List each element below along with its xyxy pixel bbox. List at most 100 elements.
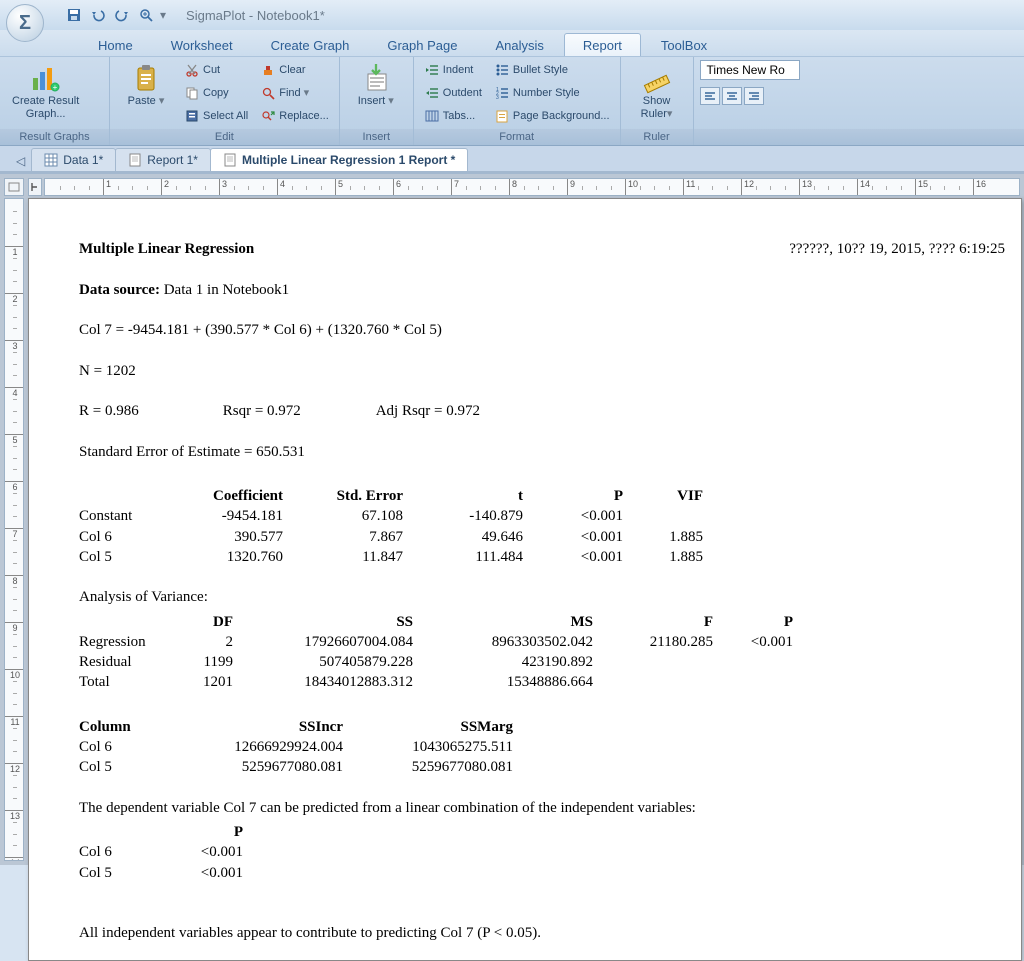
document-icon (128, 153, 142, 167)
table-header: P (529, 486, 629, 506)
table-cell: 1199 (179, 652, 239, 672)
undo-button[interactable] (88, 5, 108, 25)
tab-report[interactable]: Report (564, 33, 641, 56)
save-icon (66, 7, 82, 23)
svg-text:+: + (52, 83, 57, 92)
table-cell: -140.879 (409, 506, 529, 526)
ruler-tab-selector[interactable] (28, 178, 42, 196)
tabs-button[interactable]: Tabs... (420, 107, 486, 125)
table-cell (599, 652, 719, 672)
prediction-line: The dependent variable Col 7 can be pred… (79, 798, 1005, 818)
chevron-down-icon: ▾ (388, 95, 394, 107)
table-cell: <0.001 (529, 527, 629, 547)
tab-create-graph[interactable]: Create Graph (253, 34, 368, 56)
table-cell: 67.108 (289, 506, 409, 526)
vertical-ruler[interactable]: 1234567891011121314 (4, 198, 24, 861)
tab-toolbox[interactable]: ToolBox (643, 34, 725, 56)
outdent-label: Outdent (443, 87, 482, 99)
doctab-2[interactable]: Multiple Linear Regression 1 Report * (210, 148, 468, 171)
paste-button[interactable]: Paste ▾ (116, 60, 176, 110)
qat-divider: ▾ (160, 8, 166, 22)
bullet-icon (494, 62, 510, 78)
table-header: Column (79, 717, 179, 737)
align-right-button[interactable] (744, 87, 764, 105)
ribbon: + Create ResultGraph... Result Graphs Pa… (0, 56, 1024, 146)
find-button[interactable]: Find ▾ (256, 84, 333, 102)
table-cell: Residual (79, 652, 179, 672)
zoom-button[interactable] (136, 5, 156, 25)
table-header: t (409, 486, 529, 506)
show-ruler-button[interactable]: ShowRuler▾ (627, 60, 687, 122)
copy-button[interactable]: Copy (180, 84, 252, 102)
tab-home[interactable]: Home (80, 34, 151, 56)
horizontal-ruler[interactable]: 12345678910111213141516 (44, 178, 1020, 196)
number-button[interactable]: 123Number Style (490, 84, 614, 102)
stat-rsqr: Rsqr = 0.972 (223, 401, 373, 421)
selectall-button[interactable]: Select All (180, 107, 252, 125)
outdent-icon (424, 85, 440, 101)
insert-button[interactable]: Insert ▾ (346, 60, 406, 110)
bullet-label: Bullet Style (513, 64, 568, 76)
doctab-label: Data 1* (63, 153, 103, 167)
bullet-button[interactable]: Bullet Style (490, 61, 614, 79)
table-cell: <0.001 (719, 632, 799, 652)
app-orb-button[interactable]: Σ (6, 4, 44, 42)
tabs-scroll-left-button[interactable]: ◁ (10, 151, 31, 171)
app-title: SigmaPlot - Notebook1* (186, 8, 325, 23)
table-header (79, 486, 169, 506)
table-cell (719, 652, 799, 672)
selectall-label: Select All (203, 110, 248, 122)
table-cell: 390.577 (169, 527, 289, 547)
see-line: Standard Error of Estimate = 650.531 (79, 442, 1005, 462)
ribbon-tabs: HomeWorksheetCreate GraphGraph PageAnaly… (0, 30, 1024, 56)
stat-r: R = 0.986 (79, 401, 219, 421)
indent-button[interactable]: Indent (420, 61, 486, 79)
align-center-button[interactable] (722, 87, 742, 105)
doctab-0[interactable]: Data 1* (31, 148, 116, 171)
group-label-font (694, 128, 1024, 145)
group-label-insert: Insert (340, 128, 413, 145)
coefficients-table: CoefficientStd. ErrortPVIFConstant-9454.… (79, 486, 1005, 567)
table-cell: 8963303502.042 (419, 632, 599, 652)
clear-button[interactable]: Clear (256, 61, 333, 79)
clear-icon (260, 62, 276, 78)
document-icon (223, 153, 237, 167)
replace-button[interactable]: Replace... (256, 107, 333, 125)
tab-graph-page[interactable]: Graph Page (369, 34, 475, 56)
align-left-icon (704, 91, 716, 101)
tabs-icon (424, 108, 440, 124)
table-header: P (719, 612, 799, 632)
table-header: SSIncr (179, 717, 349, 737)
indent-icon (424, 62, 440, 78)
table-cell: Col 6 (79, 527, 169, 547)
table-header: Coefficient (169, 486, 289, 506)
grid-icon (44, 153, 58, 167)
clear-label: Clear (279, 64, 305, 76)
table-cell: 111.484 (409, 547, 529, 567)
n-line: N = 1202 (79, 361, 1005, 381)
cut-button[interactable]: Cut (180, 61, 252, 79)
number-label: Number Style (513, 87, 580, 99)
table-cell: Regression (79, 632, 179, 652)
save-button[interactable] (64, 5, 84, 25)
align-left-button[interactable] (700, 87, 720, 105)
redo-button[interactable] (112, 5, 132, 25)
tab-analysis[interactable]: Analysis (477, 34, 561, 56)
create-result-graph-button[interactable]: + Create ResultGraph... (6, 60, 85, 122)
table-cell: 49.646 (409, 527, 529, 547)
doctab-label: Report 1* (147, 153, 198, 167)
outdent-button[interactable]: Outdent (420, 84, 486, 102)
copy-icon (184, 85, 200, 101)
table-cell: Col 6 (79, 842, 159, 862)
table-header: Std. Error (289, 486, 409, 506)
pagebg-button[interactable]: Page Background... (490, 107, 614, 125)
cut-label: Cut (203, 64, 220, 76)
doctab-1[interactable]: Report 1* (115, 148, 211, 171)
font-family-select[interactable]: Times New Ro (700, 60, 800, 80)
equation-line: Col 7 = -9454.181 + (390.577 * Col 6) + … (79, 320, 1005, 340)
tab-worksheet[interactable]: Worksheet (153, 34, 251, 56)
dsource-value: Data 1 in Notebook1 (164, 282, 289, 298)
cut-icon (184, 62, 200, 78)
table-cell (719, 672, 799, 692)
create-result-graph-label: Create ResultGraph... (12, 95, 79, 120)
